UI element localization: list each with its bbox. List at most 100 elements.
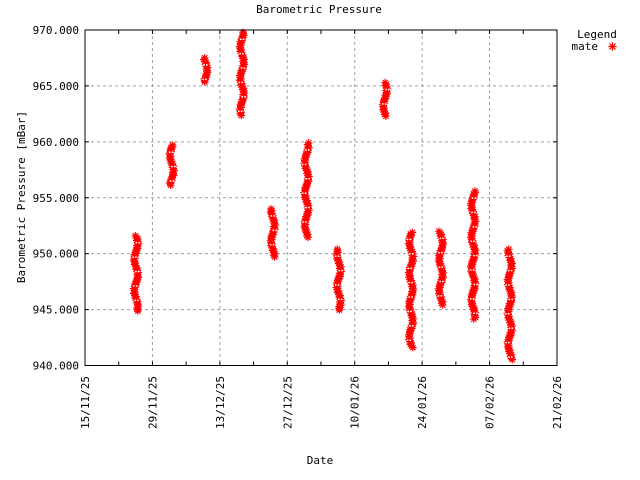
marker-gap [240, 110, 243, 113]
marker-gap [275, 229, 278, 232]
marker-gap [172, 180, 175, 182]
marker-gap [439, 280, 442, 283]
data-point-asterisk [266, 237, 275, 245]
marker-gap [173, 165, 176, 168]
x-tick-label: 07/02/26 [484, 376, 497, 429]
marker-gap [270, 215, 273, 217]
marker-gap [442, 280, 444, 283]
data-point-asterisk [508, 355, 517, 364]
marker-gap [304, 192, 307, 195]
marker-gap [409, 238, 412, 241]
x-tick-label: 15/11/25 [79, 376, 92, 429]
data-point-asterisk [336, 266, 345, 274]
legend-title: Legend [577, 28, 617, 41]
marker-gap [437, 295, 440, 297]
data-point-asterisk [470, 315, 478, 323]
marker-gap [408, 296, 411, 298]
marker-gap [508, 284, 510, 286]
data-point-asterisk [382, 112, 390, 120]
marker-gap [411, 296, 413, 298]
marker-gap [508, 327, 511, 330]
marker-gap [302, 221, 304, 223]
y-tick-label: 940.000 [33, 360, 79, 373]
marker-gap [505, 284, 508, 286]
marker-gap [204, 78, 207, 81]
marker-gap [473, 283, 476, 286]
grid-lines [85, 30, 557, 366]
marker-gap [438, 266, 441, 268]
marker-gap [385, 88, 388, 91]
marker-gap [272, 229, 275, 232]
marker-gap [473, 254, 475, 257]
marker-gap [135, 241, 138, 244]
marker-gap [411, 281, 413, 284]
marker-gap [505, 341, 507, 344]
data-cluster [503, 245, 517, 364]
marker-gap [507, 269, 510, 272]
data-point-asterisk [236, 73, 245, 81]
marker-gap [473, 312, 475, 315]
data-point-asterisk [470, 248, 479, 256]
marker-gap [202, 78, 204, 81]
marker-gap [171, 165, 173, 168]
data-point-asterisk [133, 270, 141, 278]
x-tick-label: 29/11/25 [146, 376, 159, 429]
data-point-asterisk [304, 142, 313, 150]
data-point-asterisk [235, 105, 244, 113]
marker-gap [134, 270, 137, 273]
x-tick-label: 27/12/25 [281, 376, 294, 429]
y-tick-label: 970.000 [33, 24, 79, 37]
marker-gap [474, 197, 477, 199]
marker-gap [510, 269, 513, 272]
data-point-asterisk [438, 270, 446, 279]
data-point-asterisk [333, 280, 341, 289]
marker-gap [411, 324, 414, 327]
y-tick-label: 960.000 [33, 136, 79, 149]
marker-gap [273, 215, 275, 217]
marker-gap [205, 64, 208, 66]
marker-gap [132, 256, 135, 259]
x-axis-label: Date [307, 454, 334, 467]
marker-gap [242, 38, 245, 41]
marker-gap [442, 237, 445, 240]
marker-gap [338, 298, 340, 301]
data-point-asterisk [470, 310, 479, 319]
asterisk-icon [608, 42, 617, 51]
data-series-mate [129, 28, 517, 364]
marker-gap [441, 266, 444, 268]
x-tick-label: 21/02/26 [551, 376, 564, 429]
data-point-asterisk [166, 181, 175, 189]
y-tick-label: 950.000 [33, 248, 79, 261]
marker-gap [301, 192, 304, 195]
marker-gap [505, 312, 507, 315]
marker-gap [304, 149, 307, 151]
x-tick-labels: 15/11/25 29/11/25 13/12/25 27/12/25 10/01/26… [79, 376, 564, 429]
marker-gap [406, 238, 409, 241]
data-point-asterisk [507, 261, 515, 269]
marker-gap [508, 298, 511, 301]
marker-gap [471, 197, 474, 199]
marker-gap [409, 324, 411, 327]
data-point-asterisk [301, 219, 309, 227]
marker-gap [407, 267, 410, 270]
marker-gap [334, 255, 337, 258]
data-point-asterisk [239, 57, 247, 65]
data-point-asterisk [240, 58, 248, 67]
data-point-asterisk [507, 323, 515, 332]
marker-gap [239, 52, 241, 55]
data-point-asterisk [237, 111, 246, 120]
data-point-asterisk [404, 268, 413, 277]
data-point-asterisk [503, 275, 512, 284]
marker-gap [384, 103, 387, 105]
marker-gap [381, 103, 384, 105]
data-point-asterisk [471, 216, 479, 224]
marker-gap [507, 312, 510, 315]
legend-entry-label: mate [572, 40, 599, 53]
marker-gap [337, 284, 340, 286]
data-point-asterisk [133, 238, 142, 246]
marker-gap [334, 284, 337, 286]
marker-gap [136, 299, 139, 302]
marker-gap [308, 177, 310, 180]
